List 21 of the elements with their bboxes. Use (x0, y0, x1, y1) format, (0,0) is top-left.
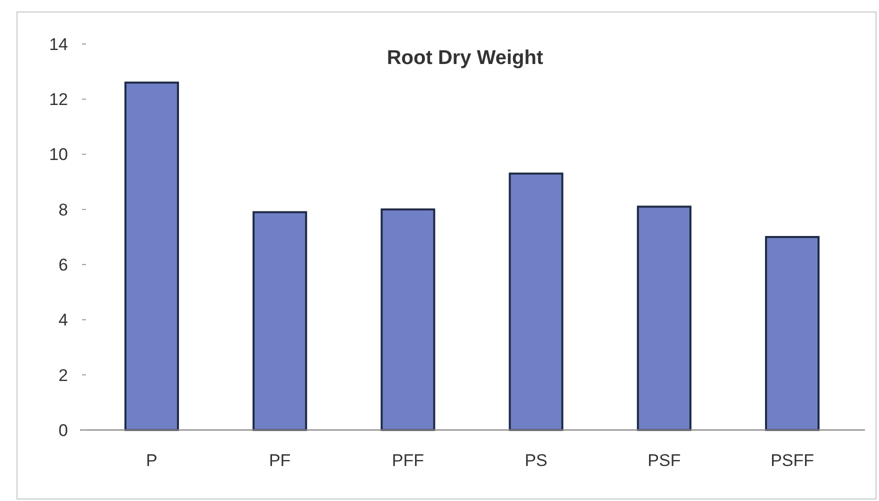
y-tick-label: 8 (58, 200, 68, 220)
bar (636, 206, 692, 431)
bar (124, 82, 179, 431)
y-tick-label: 6 (58, 256, 68, 275)
x-tick-label: PSFF (770, 451, 814, 470)
y-tick-label: 2 (58, 366, 68, 385)
bar (508, 172, 564, 431)
bar (380, 208, 436, 431)
x-tick-label: PSF (648, 451, 681, 470)
bar (252, 211, 308, 431)
x-tick-label: PS (524, 451, 548, 470)
y-tick-label: 0 (58, 420, 68, 440)
x-tick-label: PF (268, 451, 291, 470)
x-tick-label: PFF (392, 451, 424, 470)
y-tick-label: 10 (49, 145, 68, 164)
chart-title: Root Dry Weight (386, 47, 544, 69)
y-tick-label: 12 (49, 90, 68, 110)
y-tick-label: 14 (49, 34, 68, 54)
bar (765, 236, 820, 431)
y-tick-label: 4 (58, 310, 68, 330)
x-tick-label: P (146, 451, 158, 470)
